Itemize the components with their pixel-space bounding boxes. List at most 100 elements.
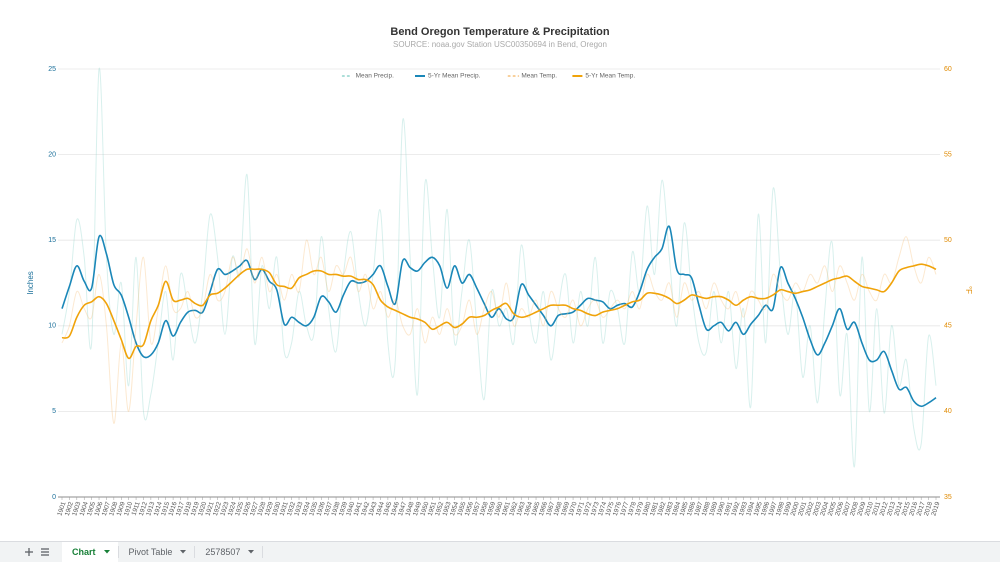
legend-label: Mean Precip. — [356, 73, 394, 80]
x-tick-label: 1915 — [160, 501, 171, 517]
x-tick-label: 1926 — [242, 501, 253, 517]
x-tick-label: 2017 — [916, 501, 927, 517]
series-line — [61, 225, 937, 408]
x-tick-label: 2011 — [871, 501, 882, 517]
legend-item: 5-Yr Mean Precip. — [428, 73, 481, 80]
x-tick-label: 1970 — [567, 501, 578, 517]
x-tick-label: 1973 — [590, 501, 601, 517]
x-tick-label: 1985 — [679, 501, 690, 517]
x-tick-label: 2004 — [819, 501, 830, 517]
x-tick-label: 1968 — [553, 501, 564, 517]
x-tick-label: 1991 — [723, 501, 734, 517]
x-tick-label: 1987 — [693, 501, 704, 517]
x-tick-label: 1908 — [108, 501, 119, 517]
y-tick-label: 10 — [48, 323, 56, 330]
x-tick-label: 1958 — [479, 501, 490, 517]
x-tick-label: 1954 — [449, 501, 460, 517]
x-tick-label: 1920 — [197, 501, 208, 517]
x-tick-label: 1925 — [234, 501, 245, 517]
series-line — [61, 67, 937, 468]
x-tick-label: 1944 — [375, 501, 386, 517]
sheet-tab[interactable]: 2578507 — [195, 542, 262, 562]
tab-separator — [194, 546, 196, 558]
x-tick-label: 1901 — [56, 501, 67, 517]
x-tick-label: 1963 — [516, 501, 527, 517]
x-tick-label: 1911 — [131, 501, 142, 517]
y-tick-label: 5 — [52, 408, 56, 415]
y2-tick-label: 45 — [944, 323, 952, 330]
x-tick-label: 1919 — [190, 501, 201, 517]
x-tick-label: 1982 — [656, 501, 667, 517]
x-tick-label: 1947 — [397, 501, 408, 517]
x-tick-label: 2018 — [923, 501, 934, 517]
x-tick-label: 2010 — [864, 501, 875, 517]
add-sheet-button[interactable] — [25, 548, 33, 556]
x-tick-label: 2019 — [930, 501, 941, 517]
x-tick-label: 1930 — [271, 501, 282, 517]
x-tick-label: 2001 — [797, 501, 808, 517]
x-tick-label: 1917 — [175, 501, 186, 517]
x-tick-label: 1940 — [345, 501, 356, 517]
x-tick-label: 1999 — [782, 501, 793, 517]
x-tick-label: 1961 — [501, 501, 512, 517]
tab-menu-arrow[interactable] — [103, 550, 110, 554]
x-tick-label: 1977 — [619, 501, 630, 517]
x-tick-label: 1929 — [264, 501, 275, 517]
arrow-icon — [180, 550, 187, 554]
x-tick-label: 1983 — [664, 501, 675, 517]
x-tick-label: 1934 — [301, 501, 312, 517]
x-tick-label: 1966 — [538, 501, 549, 517]
x-tick-label: 2016 — [908, 501, 919, 517]
x-tick-label: 1980 — [642, 501, 653, 517]
x-tick-label: 1931 — [279, 501, 290, 517]
series-line — [61, 263, 937, 360]
arrow-icon — [103, 550, 110, 554]
all-sheets-button[interactable] — [41, 548, 49, 556]
x-tick-label: 1943 — [367, 501, 378, 517]
legend-label: 5-Yr Mean Temp. — [585, 73, 635, 80]
x-tick-label: 1938 — [330, 501, 341, 517]
y-tick-label: 0 — [52, 494, 56, 501]
x-tick-label: 1974 — [597, 501, 608, 517]
x-tick-label: 1910 — [123, 501, 134, 517]
x-tick-label: 1904 — [79, 501, 90, 517]
tab-menu-arrow[interactable] — [180, 550, 187, 554]
sheet-tab[interactable]: Chart — [62, 542, 118, 562]
x-tick-label: 2003 — [812, 501, 823, 517]
x-tick-label: 2009 — [856, 501, 867, 517]
x-tick-label: 1959 — [486, 501, 497, 517]
x-tick-label: 1953 — [442, 501, 453, 517]
x-tick-label: 1949 — [412, 501, 423, 517]
tab-separator — [262, 546, 264, 558]
x-tick-label: 1933 — [293, 501, 304, 517]
y-tick-label: 25 — [48, 66, 56, 73]
chart: Bend Oregon Temperature & Precipitation … — [26, 26, 973, 517]
y-tick-label: 20 — [48, 151, 56, 158]
x-tick-label: 1924 — [227, 501, 238, 517]
x-tick-label: 1945 — [382, 501, 393, 517]
x-tick-label: 1955 — [456, 501, 467, 517]
sheet-tab-bar: Chart Pivot Table 2578507 — [0, 541, 1000, 562]
x-tick-label: 1988 — [701, 501, 712, 517]
sheet-tab-label: Chart — [72, 547, 96, 557]
x-tick-label: 1939 — [338, 501, 349, 517]
x-tick-label: 1990 — [716, 501, 727, 517]
x-tick-label: 1969 — [560, 501, 571, 517]
x-tick-label: 1992 — [730, 501, 741, 517]
x-tick-label: 1994 — [745, 501, 756, 517]
tab-menu-arrow[interactable] — [248, 550, 255, 554]
y2-tick-label: 55 — [944, 151, 952, 158]
x-tick-label: 1971 — [575, 501, 586, 517]
x-tick-label: 2013 — [886, 501, 897, 517]
legend-item: Mean Precip. — [341, 73, 394, 80]
x-tick-label: 1918 — [182, 501, 193, 517]
x-tick-label: 1927 — [249, 501, 260, 517]
y2-tick-label: 60 — [944, 66, 952, 73]
x-tick-label: 1922 — [212, 501, 223, 517]
y2-tick-label: 35 — [944, 494, 952, 501]
sheet-tab[interactable]: Pivot Table — [119, 542, 195, 562]
x-tick-label: 2012 — [879, 501, 890, 517]
x-tick-label: 1928 — [256, 501, 267, 517]
x-tick-label: 1997 — [767, 501, 778, 517]
